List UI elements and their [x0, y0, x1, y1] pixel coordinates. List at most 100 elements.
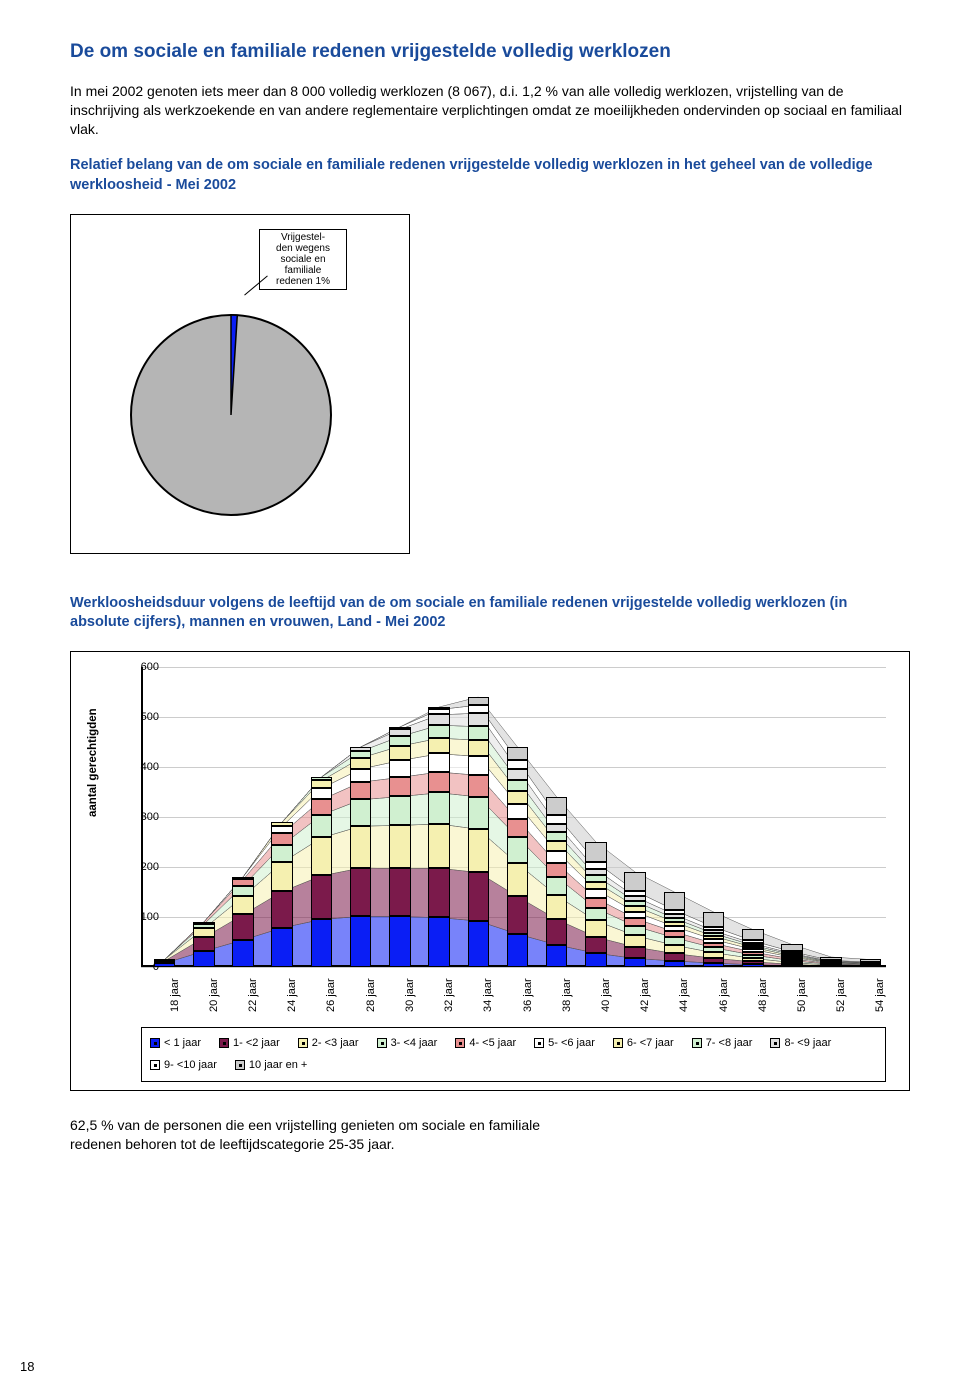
- legend-label: 1- <2 jaar: [233, 1037, 280, 1049]
- bar-segment: [428, 707, 450, 710]
- bar-segment: [624, 896, 646, 901]
- bar-segment: [742, 940, 764, 943]
- bar-segment: [781, 944, 803, 951]
- bar-segment: [585, 937, 607, 953]
- pie-chart-container: Vrijgestel- den wegens sociale en famili…: [70, 214, 410, 554]
- x-tick-label: 38 jaar: [561, 978, 573, 1012]
- bar-segment: [193, 922, 215, 924]
- bar-segment: [428, 917, 450, 966]
- bar-segment: [664, 922, 686, 927]
- legend-swatch: [613, 1038, 623, 1048]
- bar-segment: [468, 797, 490, 829]
- legend-swatch: [150, 1060, 160, 1070]
- bar-segment: [624, 926, 646, 936]
- footer-paragraph: 62,5 % van de personen die een vrijstell…: [70, 1116, 570, 1154]
- legend-item: 5- <6 jaar: [534, 1037, 595, 1049]
- x-tick-label: 54 jaar: [874, 978, 886, 1012]
- bar-segment: [507, 837, 529, 863]
- bar-segment: [468, 921, 490, 967]
- bar-segment: [624, 958, 646, 967]
- bar-segment: [468, 705, 490, 713]
- bar-segment: [271, 826, 293, 833]
- legend-item: 9- <10 jaar: [150, 1059, 217, 1071]
- bar-segment: [271, 891, 293, 927]
- gridline: [141, 967, 886, 968]
- bar-segment: [742, 964, 764, 966]
- bar-segment: [507, 819, 529, 837]
- x-tick-label: 24 jaar: [286, 978, 298, 1012]
- intro-paragraph: In mei 2002 genoten iets meer dan 8 000 …: [70, 82, 910, 139]
- bar-segment: [428, 709, 450, 714]
- bar-segment: [703, 952, 725, 958]
- bar-segment: [389, 760, 411, 777]
- bar-segment: [232, 914, 254, 939]
- bar-segment: [624, 901, 646, 906]
- bar-segment: [350, 782, 372, 800]
- bar-segment: [624, 912, 646, 919]
- bar-segment: [468, 740, 490, 756]
- bar-segment: [664, 910, 686, 915]
- pie-chart: [126, 310, 336, 520]
- bar-segment: [311, 815, 333, 838]
- bar-segment: [271, 928, 293, 967]
- legend-label: 9- <10 jaar: [164, 1059, 217, 1071]
- bar-segment: [507, 934, 529, 967]
- bar-segment: [624, 872, 646, 891]
- bar-segment: [389, 736, 411, 746]
- legend-item: 8- <9 jaar: [770, 1037, 831, 1049]
- bar-segment: [742, 943, 764, 945]
- bar-segment: [664, 914, 686, 918]
- legend-item: 2- <3 jaar: [298, 1037, 359, 1049]
- x-tick-label: 22 jaar: [247, 978, 259, 1012]
- bar-segment: [742, 952, 764, 955]
- x-tick-label: 48 jaar: [757, 978, 769, 1012]
- legend-label: < 1 jaar: [164, 1037, 201, 1049]
- bar-segment: [664, 953, 686, 961]
- bar-segment: [507, 791, 529, 804]
- bar-segment: [232, 877, 254, 880]
- bar-segment: [389, 868, 411, 916]
- x-tick-label: 50 jaar: [796, 978, 808, 1012]
- bar-segment: [703, 933, 725, 936]
- legend-item: 4- <5 jaar: [455, 1037, 516, 1049]
- legend-item: 1- <2 jaar: [219, 1037, 280, 1049]
- bar-segment: [350, 751, 372, 758]
- callout-text: redenen 1%: [276, 276, 330, 287]
- bar-segment: [507, 804, 529, 819]
- legend-swatch: [692, 1038, 702, 1048]
- bar-segment: [585, 920, 607, 936]
- bar-segment: [585, 908, 607, 921]
- bar-segment: [311, 799, 333, 814]
- bar-segment: [781, 951, 803, 953]
- legend-item: 6- <7 jaar: [613, 1037, 674, 1049]
- legend-swatch: [455, 1038, 465, 1048]
- legend-swatch: [298, 1038, 308, 1048]
- bar-segment: [742, 958, 764, 961]
- bar-segment: [507, 747, 529, 760]
- bar-segment: [311, 837, 333, 875]
- bar-segment: [742, 929, 764, 940]
- bar-segment: [271, 845, 293, 862]
- bar-segment: [624, 891, 646, 897]
- bar-segment: [624, 906, 646, 912]
- bar-segment: [507, 780, 529, 791]
- bar-segment: [428, 725, 450, 738]
- bar-segment: [350, 747, 372, 751]
- bar-segment: [428, 738, 450, 754]
- bar-segment: [389, 796, 411, 825]
- bar-segment: [389, 825, 411, 868]
- bar-segment: [546, 841, 568, 851]
- bar-segment: [468, 726, 490, 740]
- x-tick-label: 28 jaar: [365, 978, 377, 1012]
- bar-segment: [585, 842, 607, 862]
- callout-text: familiale: [285, 265, 322, 276]
- bar-segment: [742, 955, 764, 958]
- bar-segment: [546, 945, 568, 967]
- bar-segment: [585, 869, 607, 875]
- pie-callout-small: Vrijgestel- den wegens sociale en famili…: [259, 229, 347, 290]
- bar-segment: [546, 815, 568, 824]
- bar-segment: [389, 727, 411, 729]
- y-axis-label: aantal gerechtigden: [87, 708, 99, 817]
- callout-text: den wegens: [276, 243, 330, 254]
- bar-segment: [428, 772, 450, 793]
